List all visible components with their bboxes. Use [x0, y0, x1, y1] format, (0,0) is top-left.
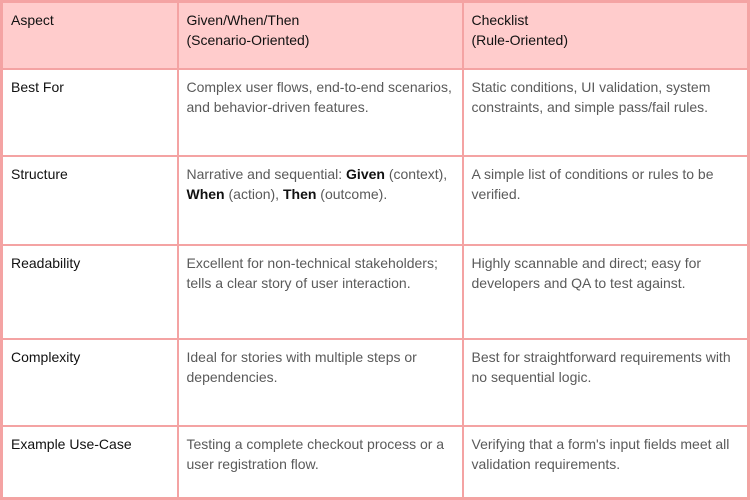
header-checklist: Checklist (Rule-Oriented)	[461, 0, 750, 70]
gwt-cell: Testing a complete checkout process or a…	[176, 425, 464, 500]
header-checklist-line2: (Rule-Oriented)	[471, 32, 568, 48]
gwt-cell: Complex user flows, end-to-end scenarios…	[176, 68, 464, 157]
header-row: Aspect Given/When/Then (Scenario-Oriente…	[0, 0, 750, 70]
aspect-cell: Complexity	[0, 338, 179, 427]
header-aspect-label: Aspect	[11, 12, 54, 28]
header-given-when-then: Given/When/Then (Scenario-Oriented)	[176, 0, 464, 70]
checklist-cell: Static conditions, UI validation, system…	[461, 68, 750, 157]
text: (context),	[384, 166, 448, 182]
header-aspect: Aspect	[0, 0, 179, 70]
text: (action),	[224, 186, 283, 202]
gwt-cell: Ideal for stories with multiple steps or…	[176, 338, 464, 427]
checklist-cell: Verifying that a form's input fields mee…	[461, 425, 750, 500]
aspect-cell: Structure	[0, 155, 179, 246]
header-gwt-line2: (Scenario-Oriented)	[186, 32, 310, 48]
aspect-cell: Example Use-Case	[0, 425, 179, 500]
checklist-cell: Highly scannable and direct; easy for de…	[461, 244, 750, 340]
table-row: Best For Complex user flows, end-to-end …	[0, 68, 750, 157]
aspect-cell: Best For	[0, 68, 179, 157]
gwt-cell: Narrative and sequential: Given (context…	[176, 155, 464, 246]
aspect-cell: Readability	[0, 244, 179, 340]
header-gwt-line1: Given/When/Then	[186, 12, 300, 28]
table-row: Structure Narrative and sequential: Give…	[0, 155, 750, 246]
checklist-cell: Best for straightforward requirements wi…	[461, 338, 750, 427]
keyword-then: Then	[282, 186, 317, 202]
table-row: Example Use-Case Testing a complete chec…	[0, 425, 750, 500]
table-row: Readability Excellent for non-technical …	[0, 244, 750, 340]
gwt-cell: Excellent for non-technical stakeholders…	[176, 244, 464, 340]
text: Narrative and sequential:	[186, 166, 347, 182]
header-checklist-line1: Checklist	[471, 12, 529, 28]
keyword-given: Given	[346, 166, 385, 182]
checklist-cell: A simple list of conditions or rules to …	[461, 155, 750, 246]
keyword-when: When	[186, 186, 225, 202]
table-row: Complexity Ideal for stories with multip…	[0, 338, 750, 427]
text: (outcome).	[316, 186, 388, 202]
